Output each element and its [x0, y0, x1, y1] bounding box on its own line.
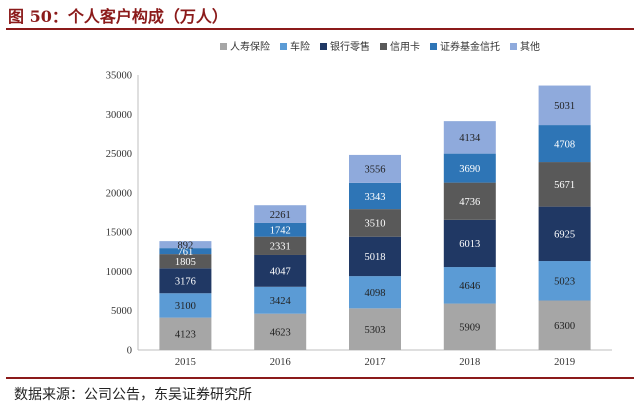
data-label: 3343	[365, 192, 386, 203]
data-label: 4123	[175, 330, 196, 341]
legend-label: 人寿保险	[230, 40, 270, 53]
legend-label: 银行零售	[330, 40, 370, 53]
legend-swatch	[380, 43, 387, 50]
data-label: 6013	[459, 239, 480, 250]
bar-segment	[254, 236, 307, 255]
data-label: 4134	[459, 133, 481, 144]
data-label: 3556	[365, 165, 386, 176]
legend-swatch	[280, 43, 287, 50]
bar-segment	[443, 303, 496, 350]
data-label: 2331	[270, 242, 291, 253]
bar-segment	[349, 154, 401, 183]
bar-segment	[443, 219, 496, 268]
x-tick-label: 2017	[365, 357, 386, 368]
bar-segment	[538, 125, 591, 163]
source-divider	[6, 377, 634, 379]
bar-segment	[538, 206, 591, 262]
legend-label: 其他	[520, 40, 540, 53]
bar-segment	[538, 261, 591, 301]
data-label: 5031	[554, 101, 575, 112]
data-label: 6300	[554, 321, 575, 332]
bar-segment	[349, 209, 401, 237]
bar-segment	[349, 276, 401, 309]
bar-segment	[443, 182, 496, 220]
data-label: 4047	[270, 267, 291, 278]
bar-segment	[349, 182, 401, 210]
figure-title: 图 50：个人客户构成（万人）	[8, 7, 228, 26]
legend-swatch	[430, 43, 437, 50]
chart-svg: 0 5000 10000 15000 20000 25000 30000 35000 4123 3…	[106, 40, 612, 368]
data-label: 5303	[365, 325, 386, 336]
legend-label: 证券基金信托	[440, 40, 500, 53]
x-tick-label: 2015	[175, 357, 196, 368]
bar-segment	[254, 222, 307, 237]
data-label: 5023	[554, 277, 575, 288]
data-label: 761	[178, 247, 194, 258]
data-label: 3424	[270, 296, 292, 307]
bar-segment	[159, 293, 212, 318]
bar-segment	[254, 205, 307, 223]
stacked-bar-chart: 0 5000 10000 15000 20000 25000 30000 35000 4123 3…	[6, 32, 632, 374]
data-label: 4098	[365, 288, 386, 299]
bar-segment	[349, 308, 401, 350]
title-divider	[6, 28, 634, 30]
bar-segment	[538, 300, 591, 350]
data-label: 4708	[554, 139, 575, 150]
bar-segment	[159, 254, 212, 269]
data-label: 892	[178, 240, 194, 251]
y-tick-label: 20000	[106, 188, 132, 199]
data-label: 1805	[175, 257, 196, 268]
data-label: 4736	[459, 197, 480, 208]
data-label: 3690	[459, 164, 480, 175]
data-label: 6925	[554, 230, 575, 241]
y-tick-label: 5000	[111, 306, 132, 317]
data-label: 4623	[270, 328, 291, 339]
bar-segment	[349, 236, 401, 277]
bar-segment	[443, 121, 496, 154]
source-note: 数据来源：公司公告，东吴证券研究所	[14, 387, 252, 403]
legend-swatch	[320, 43, 327, 50]
x-tick-label: 2019	[554, 357, 575, 368]
y-tick-label: 30000	[106, 110, 132, 121]
bar-segment	[159, 317, 212, 350]
legend-label: 信用卡	[390, 40, 420, 53]
y-tick-label: 0	[127, 346, 132, 357]
data-label: 5909	[459, 323, 480, 334]
bar-segment	[254, 254, 307, 287]
data-label: 3100	[175, 301, 196, 312]
legend-swatch	[510, 43, 517, 50]
legend-label: 车险	[290, 40, 310, 53]
legend-swatch	[220, 43, 227, 50]
y-tick-label: 25000	[106, 149, 132, 160]
bar-segment	[538, 85, 591, 126]
bar-segment	[254, 313, 307, 350]
data-label: 2261	[270, 210, 291, 221]
y-tick-label: 35000	[106, 71, 132, 82]
bar-segment	[159, 248, 212, 255]
bar-segment	[443, 153, 496, 183]
data-label: 1742	[270, 226, 291, 237]
bar-segment	[538, 162, 591, 207]
y-tick-label: 15000	[106, 228, 132, 239]
data-label: 3176	[175, 277, 196, 288]
data-label: 5671	[554, 180, 575, 191]
data-label: 5018	[365, 252, 386, 263]
bar-segment	[159, 241, 212, 249]
bar-segment	[159, 268, 212, 294]
x-tick-label: 2018	[459, 357, 480, 368]
y-tick-label: 10000	[106, 267, 132, 278]
data-label: 3510	[365, 219, 386, 230]
x-tick-label: 2016	[270, 357, 291, 368]
bar-segment	[443, 267, 496, 304]
data-label: 4646	[459, 281, 480, 292]
bar-segment	[254, 286, 307, 314]
